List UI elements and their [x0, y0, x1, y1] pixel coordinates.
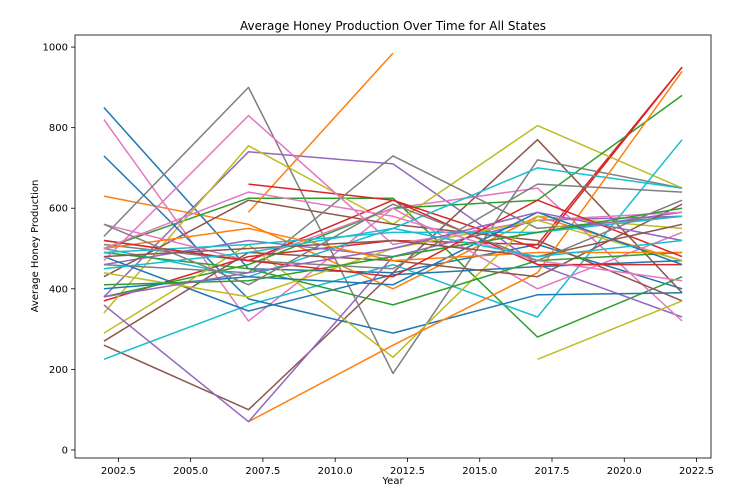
series-line-35 — [103, 211, 683, 298]
series-line-39 — [537, 300, 683, 360]
x-tick-label: 2022.5 — [679, 466, 714, 477]
plot-background — [75, 35, 711, 458]
series-line-5 — [103, 151, 683, 318]
x-axis: 2002.5 2005.0 2007.5 2010.0 2012.5 2015.0 2017… — [101, 458, 714, 477]
series-line-8 — [103, 86, 683, 375]
series-line-40 — [103, 227, 683, 270]
series-line-30 — [103, 215, 683, 254]
series-line-27 — [103, 114, 683, 262]
series-line-17 — [103, 207, 683, 290]
y-axis-label: Average Honey Production — [30, 180, 41, 313]
series-line-3 — [103, 197, 683, 338]
series-line-6 — [103, 138, 683, 411]
x-tick-label: 2010.0 — [318, 466, 353, 477]
series-line-22 — [248, 70, 683, 423]
series-line-23 — [103, 251, 683, 306]
series-line-32 — [103, 227, 683, 262]
y-tick-label: 800 — [49, 123, 68, 134]
x-tick-label: 2002.5 — [101, 466, 136, 477]
x-tick-label: 2017.5 — [535, 466, 570, 477]
series-line-16 — [103, 199, 683, 302]
series-line-19 — [103, 215, 683, 359]
x-tick-label: 2015.0 — [462, 466, 497, 477]
chart-title: Average Honey Production Over Time for A… — [240, 19, 546, 33]
y-axis: 0 200 400 600 800 1000 — [43, 43, 75, 456]
x-tick-label: 2007.5 — [245, 466, 280, 477]
series-line-12 — [247, 52, 394, 213]
series-line-28 — [103, 183, 683, 270]
y-tick-label: 400 — [49, 284, 68, 295]
x-tick-label: 2012.5 — [390, 466, 425, 477]
series-layer — [103, 52, 683, 423]
series-line-37 — [103, 191, 683, 282]
y-tick-label: 600 — [49, 204, 68, 215]
y-tick-label: 1000 — [43, 43, 68, 54]
x-axis-label: Year — [381, 476, 404, 487]
series-line-33 — [103, 207, 683, 286]
y-tick-label: 200 — [49, 365, 68, 376]
plot-frame — [74, 34, 712, 459]
plot-area — [74, 34, 712, 459]
x-tick-label: 2005.0 — [173, 466, 208, 477]
series-line-34 — [103, 199, 683, 278]
series-line-38 — [103, 199, 683, 286]
y-tick-label: 0 — [62, 445, 68, 456]
series-line-36 — [103, 223, 683, 258]
series-line-14 — [248, 66, 683, 250]
x-tick-label: 2020.0 — [607, 466, 642, 477]
